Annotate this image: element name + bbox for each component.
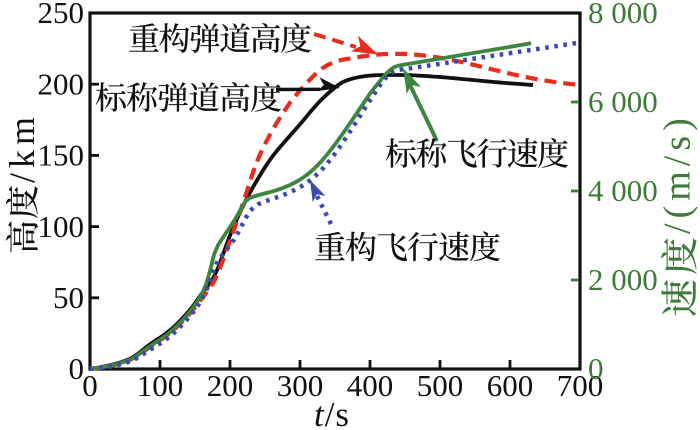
svg-text:t/s: t/s bbox=[314, 395, 350, 430]
svg-text:0: 0 bbox=[82, 368, 98, 403]
svg-text:500: 500 bbox=[417, 368, 464, 403]
svg-text:600: 600 bbox=[487, 368, 534, 403]
svg-text:300: 300 bbox=[277, 368, 324, 403]
svg-text:100: 100 bbox=[137, 368, 184, 403]
svg-text:6 000: 6 000 bbox=[588, 84, 658, 119]
svg-text:200: 200 bbox=[207, 368, 254, 403]
svg-text:0: 0 bbox=[588, 351, 604, 386]
svg-text:/(m/s): /(m/s) bbox=[657, 113, 699, 234]
svg-text:50: 50 bbox=[53, 280, 84, 315]
svg-text:700: 700 bbox=[557, 368, 604, 403]
svg-text:/km: /km bbox=[2, 112, 42, 183]
svg-text:4 000: 4 000 bbox=[588, 173, 658, 208]
svg-text:150: 150 bbox=[38, 138, 85, 173]
svg-text:400: 400 bbox=[347, 368, 394, 403]
svg-text:250: 250 bbox=[38, 0, 85, 30]
svg-text:8 000: 8 000 bbox=[588, 0, 658, 30]
svg-text:2 000: 2 000 bbox=[588, 262, 658, 297]
svg-text:100: 100 bbox=[38, 209, 85, 244]
svg-text:200: 200 bbox=[38, 66, 85, 101]
svg-text:0: 0 bbox=[69, 351, 85, 386]
